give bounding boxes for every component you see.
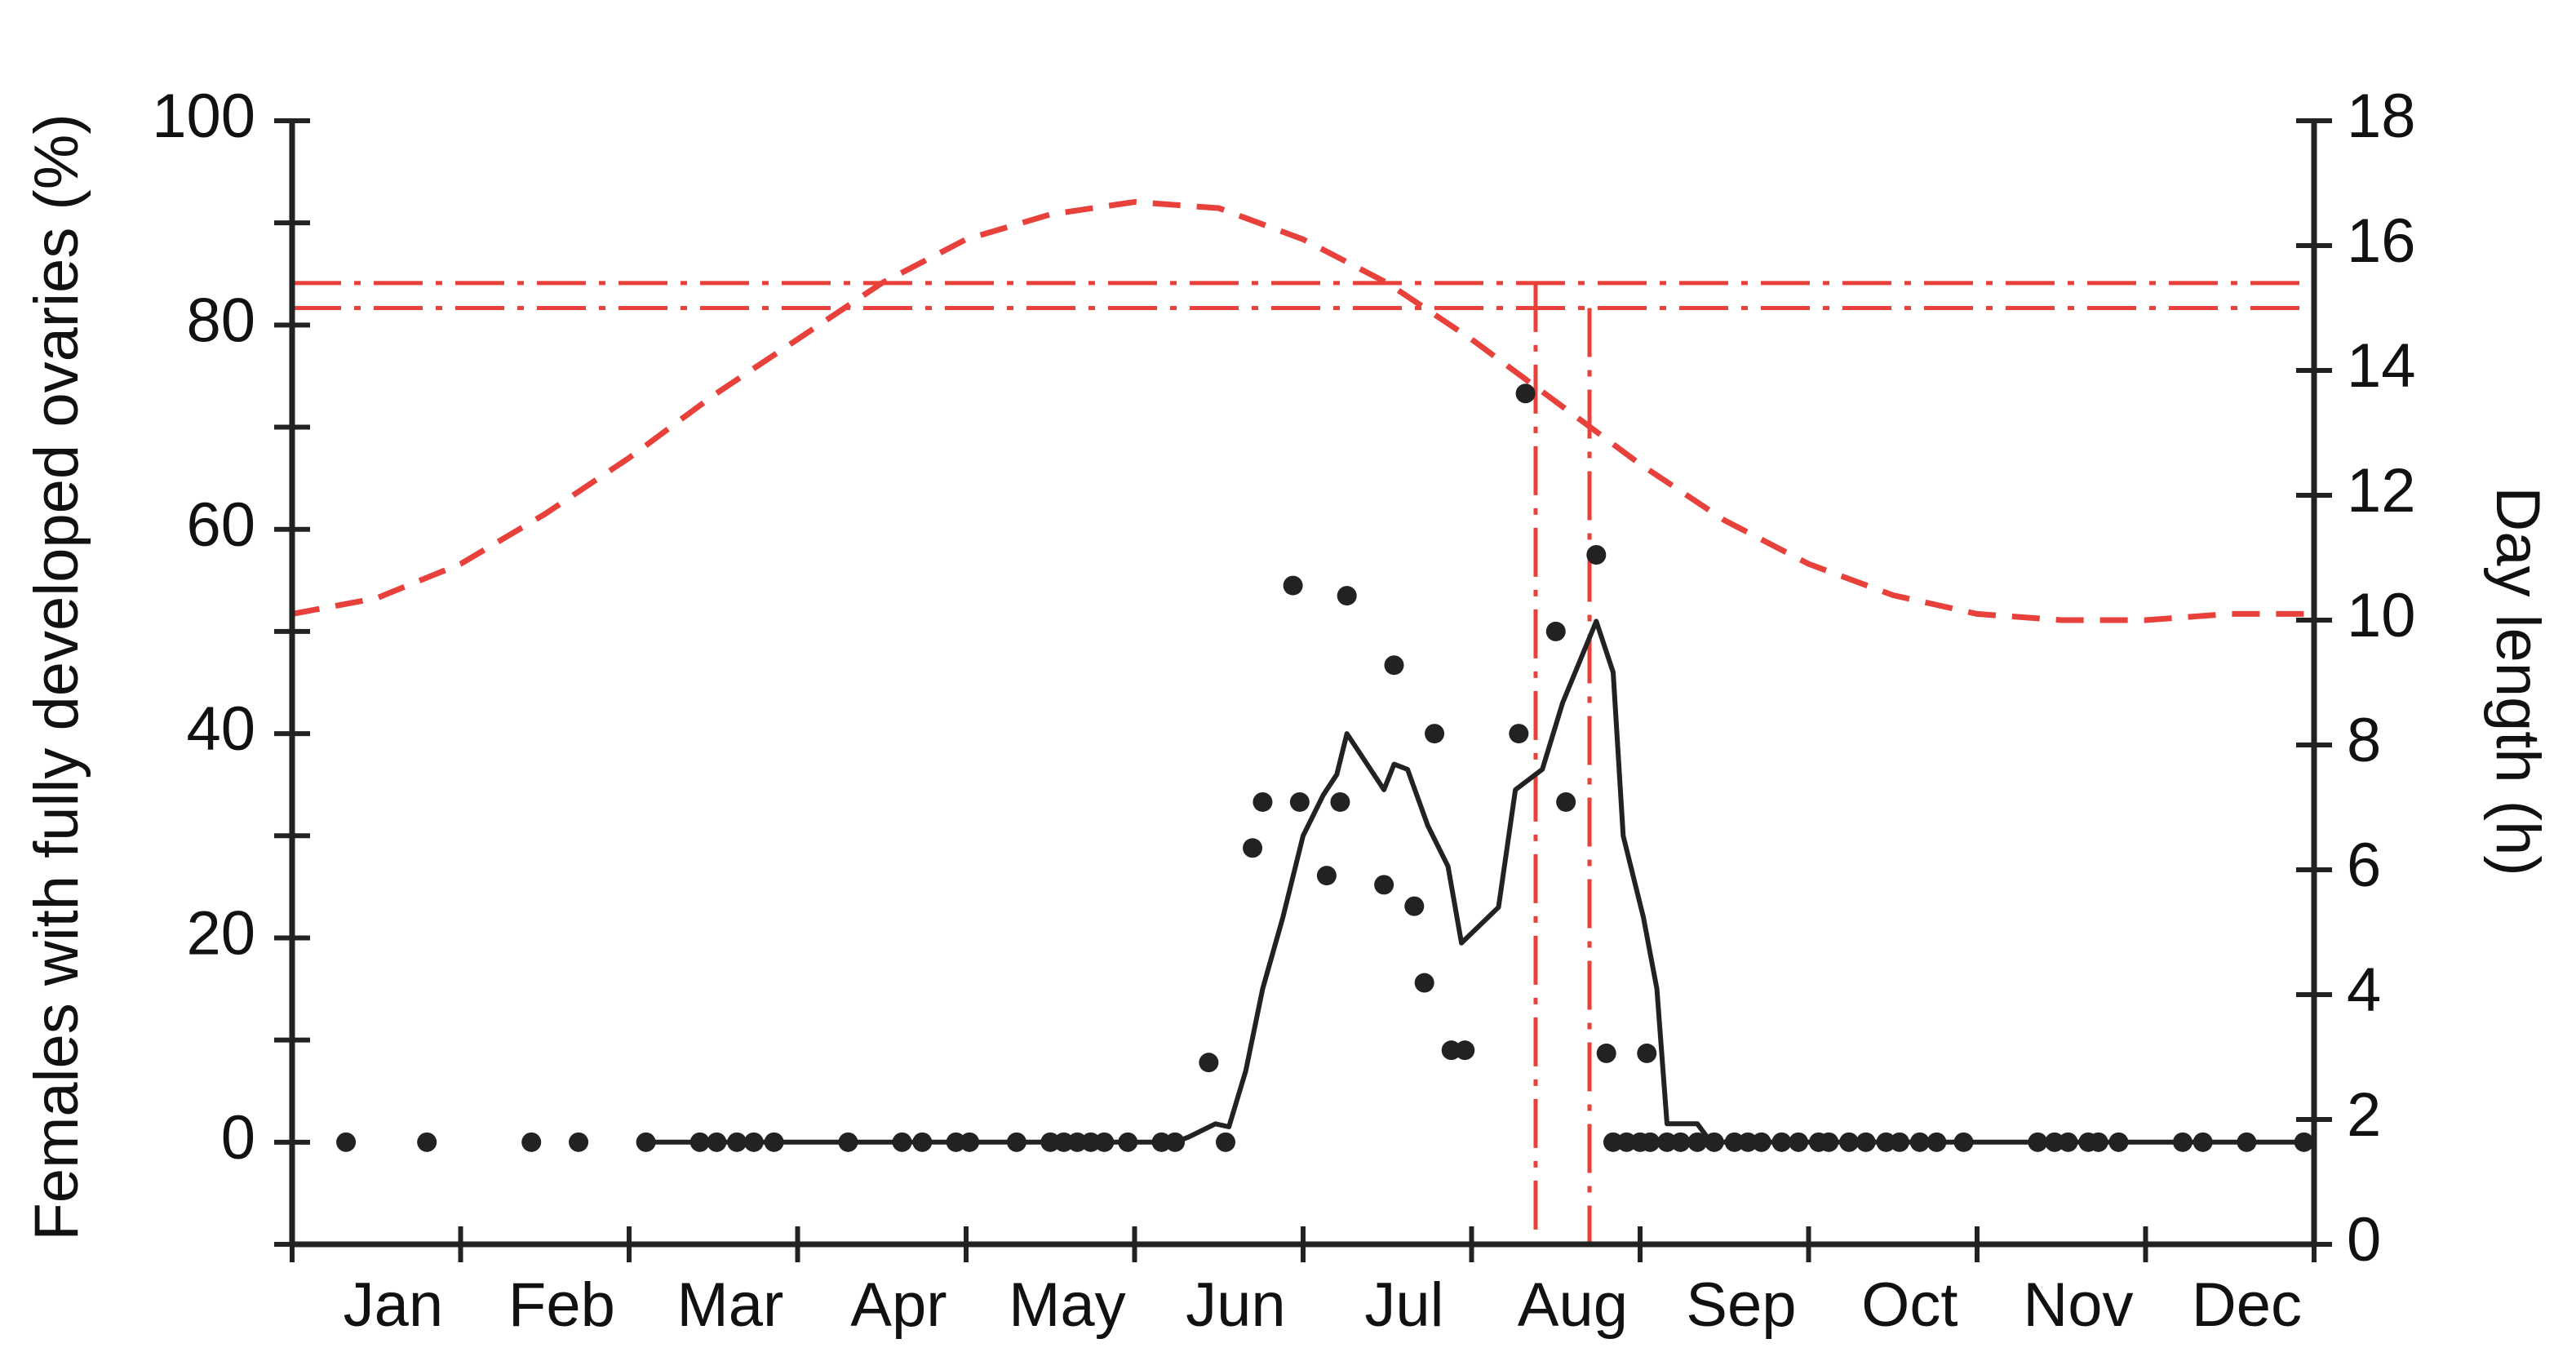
data-point (1330, 791, 1350, 812)
x-month-label: Jul (1364, 1270, 1443, 1340)
right-y-tick-label: 14 (2347, 331, 2416, 401)
left-y-tick-label: 80 (186, 286, 255, 355)
data-point (636, 1132, 656, 1152)
data-point (1283, 575, 1303, 596)
x-month-label: Apr (850, 1270, 947, 1340)
data-point (1414, 973, 1434, 993)
data-point (1657, 1132, 1678, 1152)
data-point (1509, 724, 1529, 744)
data-point (1404, 896, 1425, 916)
x-month-label: Mar (676, 1270, 783, 1340)
data-point (1637, 1043, 1657, 1063)
data-point (1441, 1040, 1461, 1061)
data-point (1316, 866, 1337, 886)
right-y-tick-label: 2 (2347, 1080, 2381, 1150)
data-point (1425, 724, 1445, 744)
right-y-tick-label: 6 (2347, 831, 2381, 900)
x-month-label: Dec (2192, 1270, 2302, 1340)
data-point (1216, 1132, 1236, 1152)
data-point (1337, 586, 1357, 606)
right-axis-title: Day length (h) (2483, 486, 2552, 876)
data-point (336, 1132, 357, 1152)
x-month-label: Aug (1518, 1270, 1628, 1340)
left-y-tick-label: 60 (186, 490, 255, 560)
right-y-tick-label: 0 (2347, 1205, 2381, 1275)
right-y-tick-label: 12 (2347, 456, 2416, 525)
data-point (1253, 791, 1273, 812)
data-point (1515, 383, 1536, 404)
data-point (1556, 791, 1576, 812)
data-point (1616, 1132, 1637, 1152)
left-axis-title: Females with fully developed ovaries (%) (22, 113, 91, 1240)
data-point (1243, 838, 1263, 858)
data-point (1384, 655, 1404, 676)
left-y-tick-label: 40 (186, 694, 255, 764)
right-y-tick-label: 10 (2347, 581, 2416, 650)
right-y-tick-label: 4 (2347, 955, 2381, 1025)
data-point (1603, 1132, 1623, 1152)
x-month-label: Sep (1686, 1270, 1796, 1340)
data-point (1199, 1053, 1219, 1073)
data-point (1374, 875, 1394, 895)
x-month-label: Jan (344, 1270, 444, 1340)
left-y-tick-label: 100 (152, 82, 255, 151)
data-point (1289, 791, 1310, 812)
day-length-curve (291, 198, 2314, 623)
left-y-tick-label: 0 (221, 1103, 255, 1173)
x-month-label: Jun (1186, 1270, 1286, 1340)
x-month-label: Feb (508, 1270, 615, 1340)
data-point (1670, 1132, 1691, 1152)
data-point (1687, 1132, 1708, 1152)
data-point (1545, 621, 1566, 641)
data-point (417, 1132, 437, 1152)
left-y-tick-label: 20 (186, 899, 255, 969)
right-y-tick-label: 16 (2347, 206, 2416, 276)
axes: 0 20 40 60 80 100 0 2 4 6 8 10 12 14 16 18 Jan Feb Mar Apr M… (152, 82, 2415, 1340)
x-month-label: May (1009, 1270, 1126, 1340)
right-y-tick-label: 18 (2347, 82, 2416, 151)
data-point (1586, 545, 1607, 565)
moving-average-line (645, 618, 2314, 1145)
right-y-tick-label: 8 (2347, 706, 2381, 775)
data-point (521, 1132, 542, 1152)
x-month-label: Oct (1861, 1270, 1957, 1340)
data-point (1596, 1043, 1616, 1063)
x-month-label: Nov (2023, 1270, 2133, 1340)
data-point (569, 1132, 589, 1152)
plot-area (291, 198, 2314, 1244)
data-point (1640, 1132, 1660, 1152)
data-point (1455, 1040, 1475, 1061)
